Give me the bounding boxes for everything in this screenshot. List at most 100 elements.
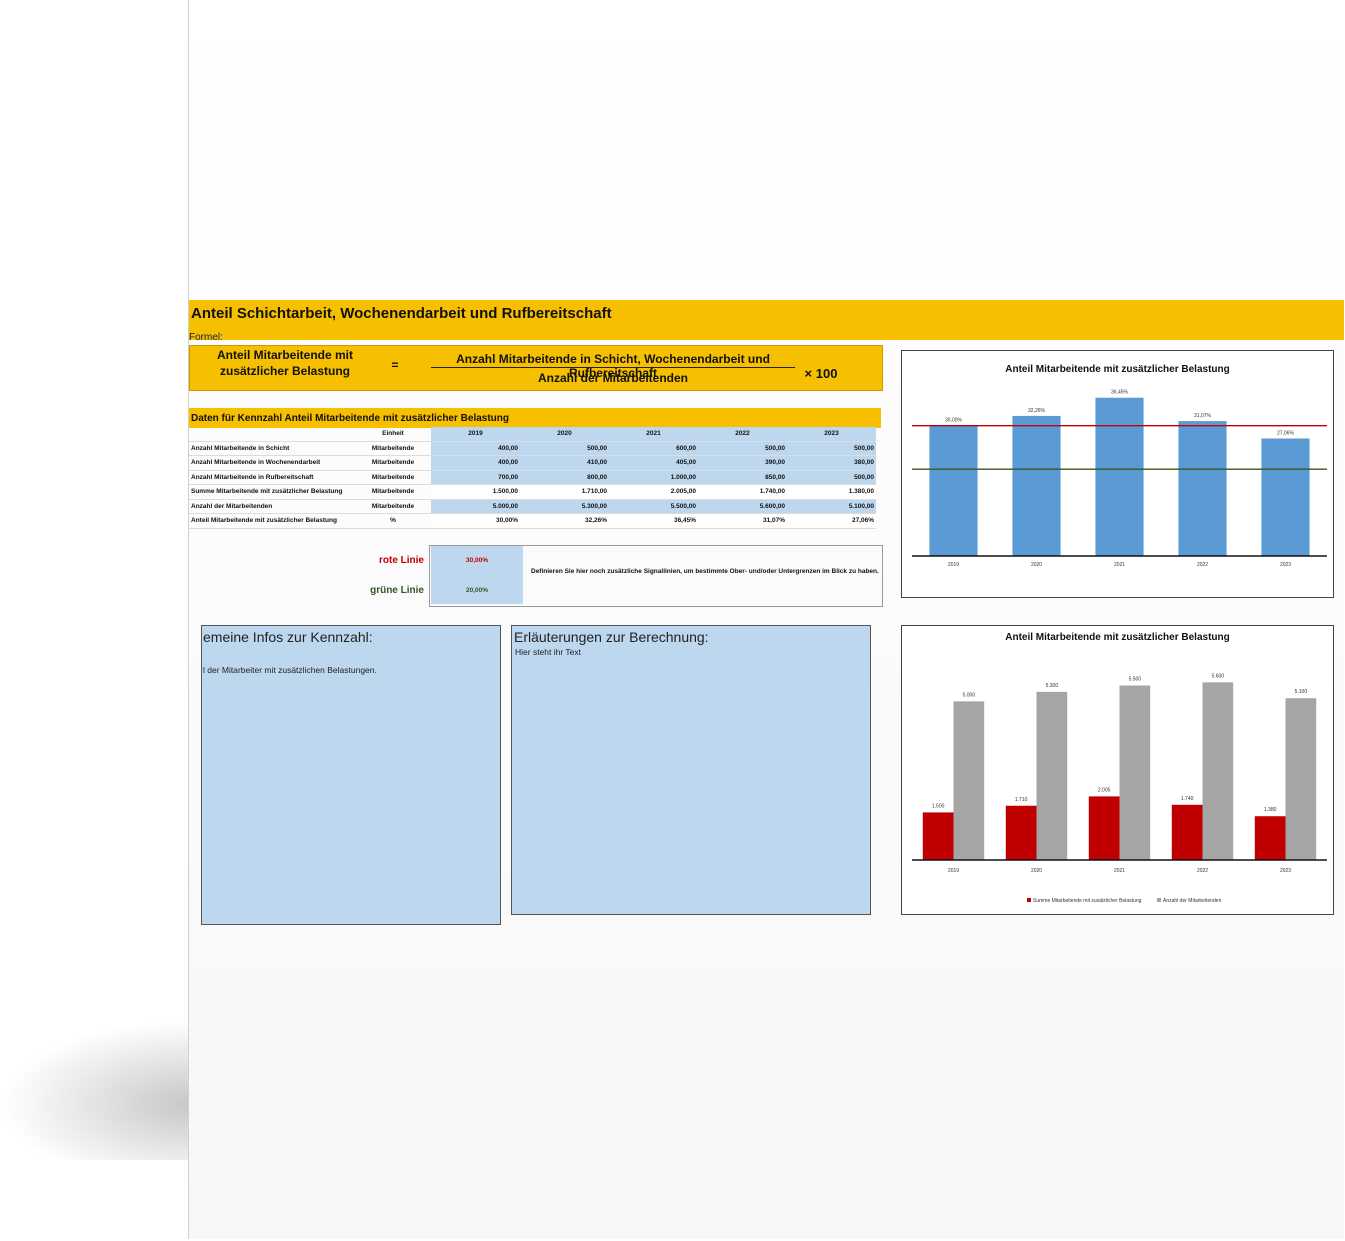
input-cell[interactable]: 500,00 [520,441,609,456]
input-cell[interactable]: 700,00 [431,470,520,485]
data-label: 5.600 [1212,673,1225,679]
row-unit: Mitarbeitende [355,499,431,514]
table-row: Summe Mitarbeitende mit zusätzlicher Bel… [189,484,876,500]
legend-swatch [1027,898,1031,902]
row-label: Anteil Mitarbeitende mit zusätzlicher Be… [189,513,355,529]
title-banner [189,300,1344,340]
computed-cell[interactable]: 36,45% [609,513,698,529]
input-cell[interactable]: 600,00 [609,441,698,456]
x-tick-label: 2023 [1280,868,1291,874]
bar [1178,421,1227,556]
legend-label: Summe Mitarbeitende mit zusätzlicher Bel… [1033,898,1142,904]
input-cell[interactable]: 380,00 [787,455,876,471]
computed-cell[interactable]: 1.500,00 [431,484,520,500]
row-unit: % [355,513,431,529]
input-cell[interactable]: 500,00 [787,470,876,485]
table-row: Anzahl Mitarbeitende in Rufbereitschaft … [189,470,876,485]
page-shadow [0,1020,190,1160]
row-unit: Mitarbeitende [355,441,431,456]
input-cell[interactable]: 1.000,00 [609,470,698,485]
input-cell[interactable]: 5.500,00 [609,499,698,514]
input-cell[interactable]: 5.000,00 [431,499,520,514]
bar [1005,805,1037,860]
bar [922,812,954,860]
data-label: 5.100 [1295,689,1308,695]
calculation-info-text: Hier steht ihr Text [515,647,581,657]
x-tick-label: 2022 [1197,868,1208,874]
bar [1119,685,1151,860]
bar [1095,397,1144,556]
bar [1285,698,1317,860]
chart-title: Anteil Mitarbeitende mit zusätzlicher Be… [1005,364,1230,375]
input-cell[interactable]: 405,00 [609,455,698,471]
computed-cell[interactable]: 2.005,00 [609,484,698,500]
page-title: Anteil Schichtarbeit, Wochenendarbeit un… [191,305,612,322]
red-line-value[interactable]: 30,00% [465,557,489,564]
bar [929,425,978,556]
input-cell[interactable]: 800,00 [520,470,609,485]
bar [1012,415,1061,556]
chart-title: Anteil Mitarbeitende mit zusätzlicher Be… [1005,632,1230,643]
data-label: 36,45% [1111,390,1129,396]
general-info-text: l der Mitarbeiter mit zusätzlichen Belas… [203,665,377,675]
calculation-info-box[interactable] [511,625,871,915]
formula-denominator: Anzahl der Mitarbeitenden [537,371,689,385]
formula-equals: = [391,358,399,372]
year-header: 2021 [609,427,698,442]
formula-numerator: Anzahl Mitarbeitende in Schicht, Wochene… [456,352,770,380]
input-cell[interactable]: 5.600,00 [698,499,787,514]
input-cell[interactable]: 390,00 [698,455,787,471]
red-line-label: rote Linie [378,555,424,566]
table-row: Anzahl Mitarbeitende in Wochenendarbeit … [189,455,876,471]
data-label: 1.740 [1181,796,1194,802]
row-unit: Mitarbeitende [355,484,431,500]
signal-description: Definieren Sie hier noch zusätzliche Sig… [531,568,879,575]
computed-cell[interactable]: 31,07% [698,513,787,529]
computed-cell[interactable]: 27,06% [787,513,876,529]
input-cell[interactable]: 5.300,00 [520,499,609,514]
ratio-chart: Anteil Mitarbeitende mit zusätzlicher Be… [901,350,1334,598]
table-header-blank [189,427,355,442]
legend-label: Anzahl der Mitarbeitenden [1163,898,1222,904]
row-unit: Mitarbeitende [355,470,431,485]
general-info-box[interactable] [201,625,501,925]
year-header: 2022 [698,427,787,442]
computed-cell[interactable]: 1.710,00 [520,484,609,500]
data-section-title: Daten für Kennzahl Anteil Mitarbeitende … [191,413,510,424]
computed-cell[interactable]: 1.740,00 [698,484,787,500]
x-tick-label: 2021 [1114,868,1125,874]
spreadsheet-page: Anteil Schichtarbeit, Wochenendarbeit un… [188,0,1344,1239]
bar [1171,804,1203,860]
input-cell[interactable]: 400,00 [431,441,520,456]
green-line-value[interactable]: 20,00% [465,587,489,594]
fraction-line [431,367,795,368]
computed-cell[interactable]: 30,00% [431,513,520,529]
bar [1088,796,1120,860]
input-cell[interactable]: 500,00 [698,441,787,456]
data-label: 5.500 [1129,677,1142,683]
ratio-chart-plot: 30,00% 2019 32,26% 2020 36,45% 2021 31,07% 2022… [912,390,1327,568]
bar [1202,682,1234,860]
signal-values-column [431,546,523,604]
input-cell[interactable]: 500,00 [787,441,876,456]
data-label: 5.300 [1046,683,1059,689]
data-label: 31,07% [1194,413,1212,419]
computed-cell[interactable]: 1.380,00 [787,484,876,500]
x-tick-label: 2021 [1114,562,1125,568]
formula-left-line1: Anteil Mitarbeitende mit [216,348,353,362]
data-label: 1.500 [932,803,945,809]
legend-swatch [1157,898,1161,902]
input-cell[interactable]: 400,00 [431,455,520,471]
computed-cell[interactable]: 32,26% [520,513,609,529]
x-tick-label: 2023 [1280,562,1291,568]
bar [1036,691,1068,860]
green-line-label: grüne Linie [370,585,424,596]
input-cell[interactable]: 410,00 [520,455,609,471]
table-row: Anzahl Mitarbeitende in Schicht Mitarbei… [189,441,876,456]
bar [953,701,985,860]
input-cell[interactable]: 850,00 [698,470,787,485]
row-label: Anzahl Mitarbeitende in Wochenendarbeit [189,455,355,471]
input-cell[interactable]: 5.100,00 [787,499,876,514]
row-label: Anzahl Mitarbeitende in Schicht [189,441,355,456]
bar [1261,438,1310,556]
